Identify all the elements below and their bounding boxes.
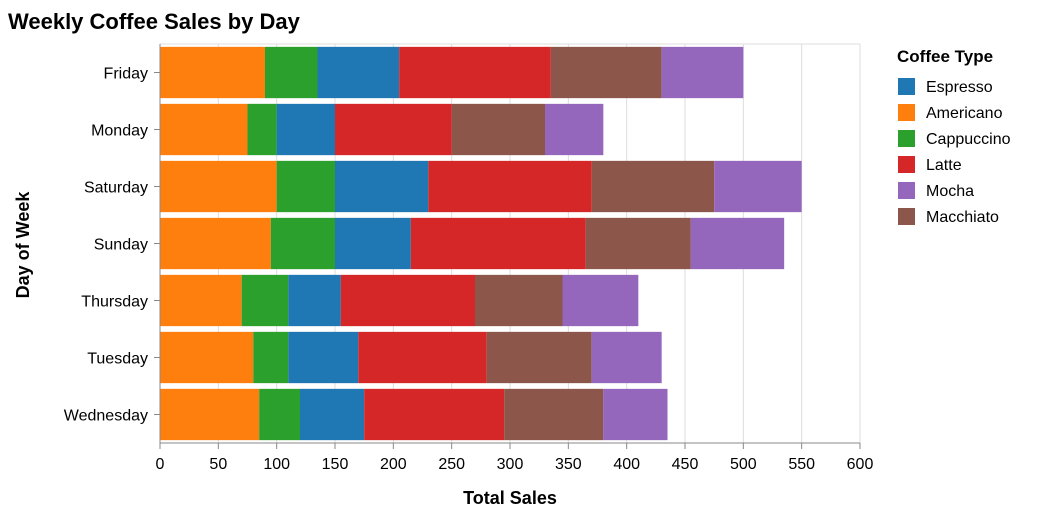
x-tick-label-550: 550 xyxy=(788,456,815,473)
axes: 0 50 100 150 200 250 300 350 400 450 500 550 600 Frid… xyxy=(64,44,874,473)
x-tick-label-150: 150 xyxy=(322,456,349,473)
legend-label-latte: Latte xyxy=(926,157,962,174)
bar-sunday-cappuccino xyxy=(270,217,335,270)
bar-wednesday-mocha xyxy=(603,388,668,441)
bar-thursday-espresso xyxy=(288,274,341,327)
bar-tuesday-americano xyxy=(160,331,254,384)
bar-tuesday-mocha xyxy=(591,331,662,384)
x-axis-title: Total Sales xyxy=(463,488,557,508)
bar-sunday-latte xyxy=(410,217,586,270)
bar-monday-latte xyxy=(335,103,452,156)
bar-saturday-cappuccino xyxy=(276,160,335,213)
bar-monday-espresso xyxy=(276,103,335,156)
x-tick-label-100: 100 xyxy=(263,456,290,473)
legend-swatch-cappuccino xyxy=(898,130,915,147)
bar-tuesday-macchiato xyxy=(486,331,592,384)
bar-monday-macchiato xyxy=(451,103,545,156)
chart-title: Weekly Coffee Sales by Day xyxy=(8,9,301,34)
legend-swatch-americano xyxy=(898,104,915,121)
bar-saturday-americano xyxy=(160,160,277,213)
legend: Espresso Americano Cappuccino Latte Mocha Mac… xyxy=(898,78,1011,226)
bar-sunday-americano xyxy=(160,217,271,270)
legend-swatch-espresso xyxy=(898,78,915,95)
y-tick-label-wednesday: Wednesday xyxy=(64,408,148,425)
bar-sunday-espresso xyxy=(335,217,411,270)
bar-wednesday-cappuccino xyxy=(259,388,300,441)
bar-saturday-espresso xyxy=(335,160,429,213)
bar-friday-americano xyxy=(160,46,265,99)
bar-friday-latte xyxy=(399,46,551,99)
y-tick-label-thursday: Thursday xyxy=(81,294,148,311)
x-tick-label-200: 200 xyxy=(380,456,407,473)
bar-thursday-latte xyxy=(340,274,475,327)
x-tick-label-600: 600 xyxy=(847,456,874,473)
bar-wednesday-americano xyxy=(160,388,260,441)
bar-monday-cappuccino xyxy=(247,103,277,156)
bar-tuesday-espresso xyxy=(288,331,359,384)
bar-monday-mocha xyxy=(545,103,604,156)
x-tick-label-300: 300 xyxy=(497,456,524,473)
bar-wednesday-latte xyxy=(364,388,505,441)
x-tick-label-0: 0 xyxy=(156,456,165,473)
bar-friday-espresso xyxy=(317,46,400,99)
bar-saturday-macchiato xyxy=(591,160,715,213)
x-tick-label-500: 500 xyxy=(730,456,757,473)
x-tick-label-450: 450 xyxy=(672,456,699,473)
y-tick-label-monday: Monday xyxy=(91,123,148,140)
legend-label-macchiato: Macchiato xyxy=(926,209,999,226)
y-tick-label-tuesday: Tuesday xyxy=(87,351,148,368)
x-tick-label-250: 250 xyxy=(438,456,465,473)
y-axis-title: Day of Week xyxy=(13,191,33,299)
y-tick-label-sunday: Sunday xyxy=(94,237,148,254)
y-tick-label-friday: Friday xyxy=(104,66,148,83)
legend-title: Coffee Type xyxy=(897,47,993,66)
bar-friday-cappuccino xyxy=(265,46,318,99)
bar-sunday-mocha xyxy=(690,217,785,270)
bar-tuesday-latte xyxy=(358,331,487,384)
bar-tuesday-cappuccino xyxy=(253,331,289,384)
legend-swatch-mocha xyxy=(898,182,915,199)
x-tick-label-350: 350 xyxy=(555,456,582,473)
x-tick-label-400: 400 xyxy=(613,456,640,473)
bar-saturday-latte xyxy=(428,160,592,213)
legend-label-cappuccino: Cappuccino xyxy=(926,131,1011,148)
legend-swatch-macchiato xyxy=(898,208,915,225)
bar-thursday-macchiato xyxy=(475,274,563,327)
bars xyxy=(160,46,802,441)
bar-monday-americano xyxy=(160,103,248,156)
legend-label-americano: Americano xyxy=(926,105,1003,122)
legend-label-espresso: Espresso xyxy=(926,79,993,96)
bar-sunday-macchiato xyxy=(585,217,691,270)
x-tick-label-50: 50 xyxy=(209,456,227,473)
bar-friday-macchiato xyxy=(550,46,662,99)
bar-wednesday-macchiato xyxy=(504,388,604,441)
legend-label-mocha: Mocha xyxy=(926,183,974,200)
bar-friday-mocha xyxy=(661,46,744,99)
bar-wednesday-espresso xyxy=(300,388,365,441)
bar-thursday-cappuccino xyxy=(241,274,289,327)
legend-swatch-latte xyxy=(898,156,915,173)
bar-saturday-mocha xyxy=(714,160,802,213)
y-tick-label-saturday: Saturday xyxy=(84,180,148,197)
bar-thursday-mocha xyxy=(562,274,639,327)
bar-thursday-americano xyxy=(160,274,242,327)
